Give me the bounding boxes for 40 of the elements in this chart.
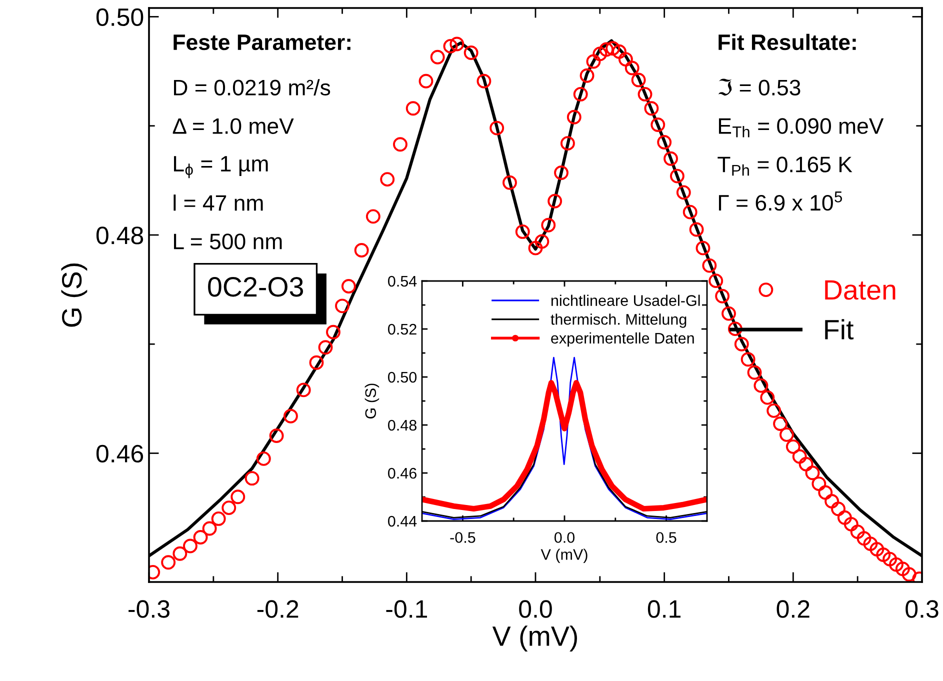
annotation: L = 500 nm	[174, 234, 282, 250]
annotation: Γ = 6.9 x 10$^{5}$	[718, 192, 842, 211]
annotation: D = 0.0219 m²/s	[174, 79, 330, 96]
y-tick-label: 0.50	[388, 372, 417, 383]
y-tick-label: 0.46	[96, 444, 144, 463]
legend-label: Fit	[825, 319, 854, 340]
y-tick-label: 0.44	[388, 516, 417, 527]
y-tick-label: 0.50	[96, 8, 144, 26]
y-tick-label: 0.52	[388, 324, 416, 335]
x-axis-title: V (mV)	[492, 626, 577, 652]
x-axis-title: V (mV)	[540, 548, 588, 563]
x-tick-label: -0.5	[450, 532, 476, 543]
annotation: 0C2-O3	[208, 277, 304, 297]
annotation: L$_{ϕ}$ = 1 µm	[174, 156, 268, 178]
x-tick-label: -0.3	[128, 600, 170, 618]
legend-label: thermisch. Mittelung	[550, 314, 686, 328]
annotation: Δ = 1.0 meV	[172, 118, 294, 134]
annotation: Fit Resultate:	[718, 34, 856, 50]
x-tick-label: 0.5	[656, 532, 676, 543]
y-tick-label: 0.54	[388, 276, 417, 287]
legend-label: nichtlineare Usadel-Gl.	[551, 294, 704, 306]
y-tick-label: 0.46	[388, 468, 416, 479]
x-tick-label: 0.3	[906, 600, 938, 618]
x-tick-label: 0.0	[554, 532, 575, 543]
annotation: T$_{Ph}$ = 0.165 K	[718, 156, 852, 176]
x-tick-label: 0.1	[648, 600, 680, 618]
x-tick-label: -0.2	[257, 600, 298, 618]
y-axis-title: G (S)	[364, 384, 380, 418]
x-tick-label: -0.1	[386, 600, 427, 618]
annotation: Feste Parameter:	[174, 34, 350, 50]
annotation: E$_{Th}$ = 0.090 meV	[718, 118, 884, 138]
y-tick-label: 0.48	[96, 226, 144, 244]
legend-label: Daten	[825, 280, 896, 300]
annotation: l = 47 nm	[174, 194, 263, 211]
legend-label: experimentelle Daten	[551, 332, 694, 347]
x-tick-label: 0.0	[519, 600, 552, 618]
x-tick-label: 0.2	[776, 600, 810, 618]
y-axis-title: G (S)	[61, 264, 88, 327]
annotation: ℑ = 0.53	[718, 78, 800, 96]
y-tick-label: 0.48	[388, 420, 416, 431]
